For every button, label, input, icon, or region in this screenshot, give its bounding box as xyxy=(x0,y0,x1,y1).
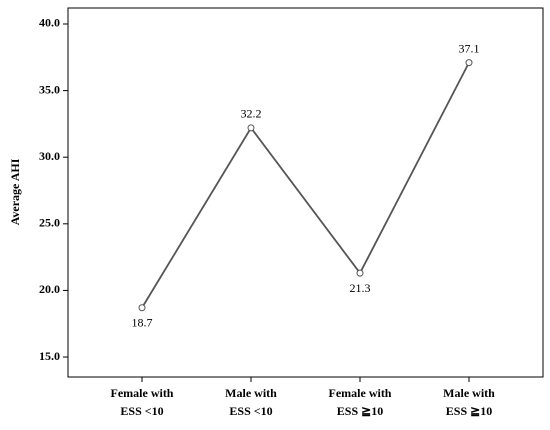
x-tick-label: Male with xyxy=(443,386,495,400)
plot-frame xyxy=(67,7,544,378)
y-tick-label: 30.0 xyxy=(39,149,60,163)
y-tick-label: 15.0 xyxy=(39,349,60,363)
data-label: 37.1 xyxy=(459,41,480,55)
y-tick-label: 25.0 xyxy=(39,216,60,230)
y-tick-label: 20.0 xyxy=(39,282,60,296)
x-tick-label: ESS ≧10 xyxy=(446,404,492,418)
x-tick-label: ESS <10 xyxy=(229,404,272,418)
data-point xyxy=(356,269,364,277)
x-tick-label: Male with xyxy=(225,386,277,400)
data-point xyxy=(247,124,255,132)
x-tick-label: Female with xyxy=(111,386,174,400)
data-label: 32.2 xyxy=(241,107,262,121)
x-tick-label: ESS ≧10 xyxy=(337,404,383,418)
data-label: 18.7 xyxy=(132,315,153,329)
data-line xyxy=(141,62,470,309)
data-point xyxy=(138,304,146,312)
y-axis-label: Average AHI xyxy=(8,158,22,225)
y-tick-label: 35.0 xyxy=(39,82,60,96)
data-point xyxy=(465,59,473,67)
y-tick-label: 40.0 xyxy=(39,16,60,30)
x-tick-label: Female with xyxy=(329,386,392,400)
x-tick-label: ESS <10 xyxy=(120,404,163,418)
data-label: 21.3 xyxy=(350,281,371,295)
